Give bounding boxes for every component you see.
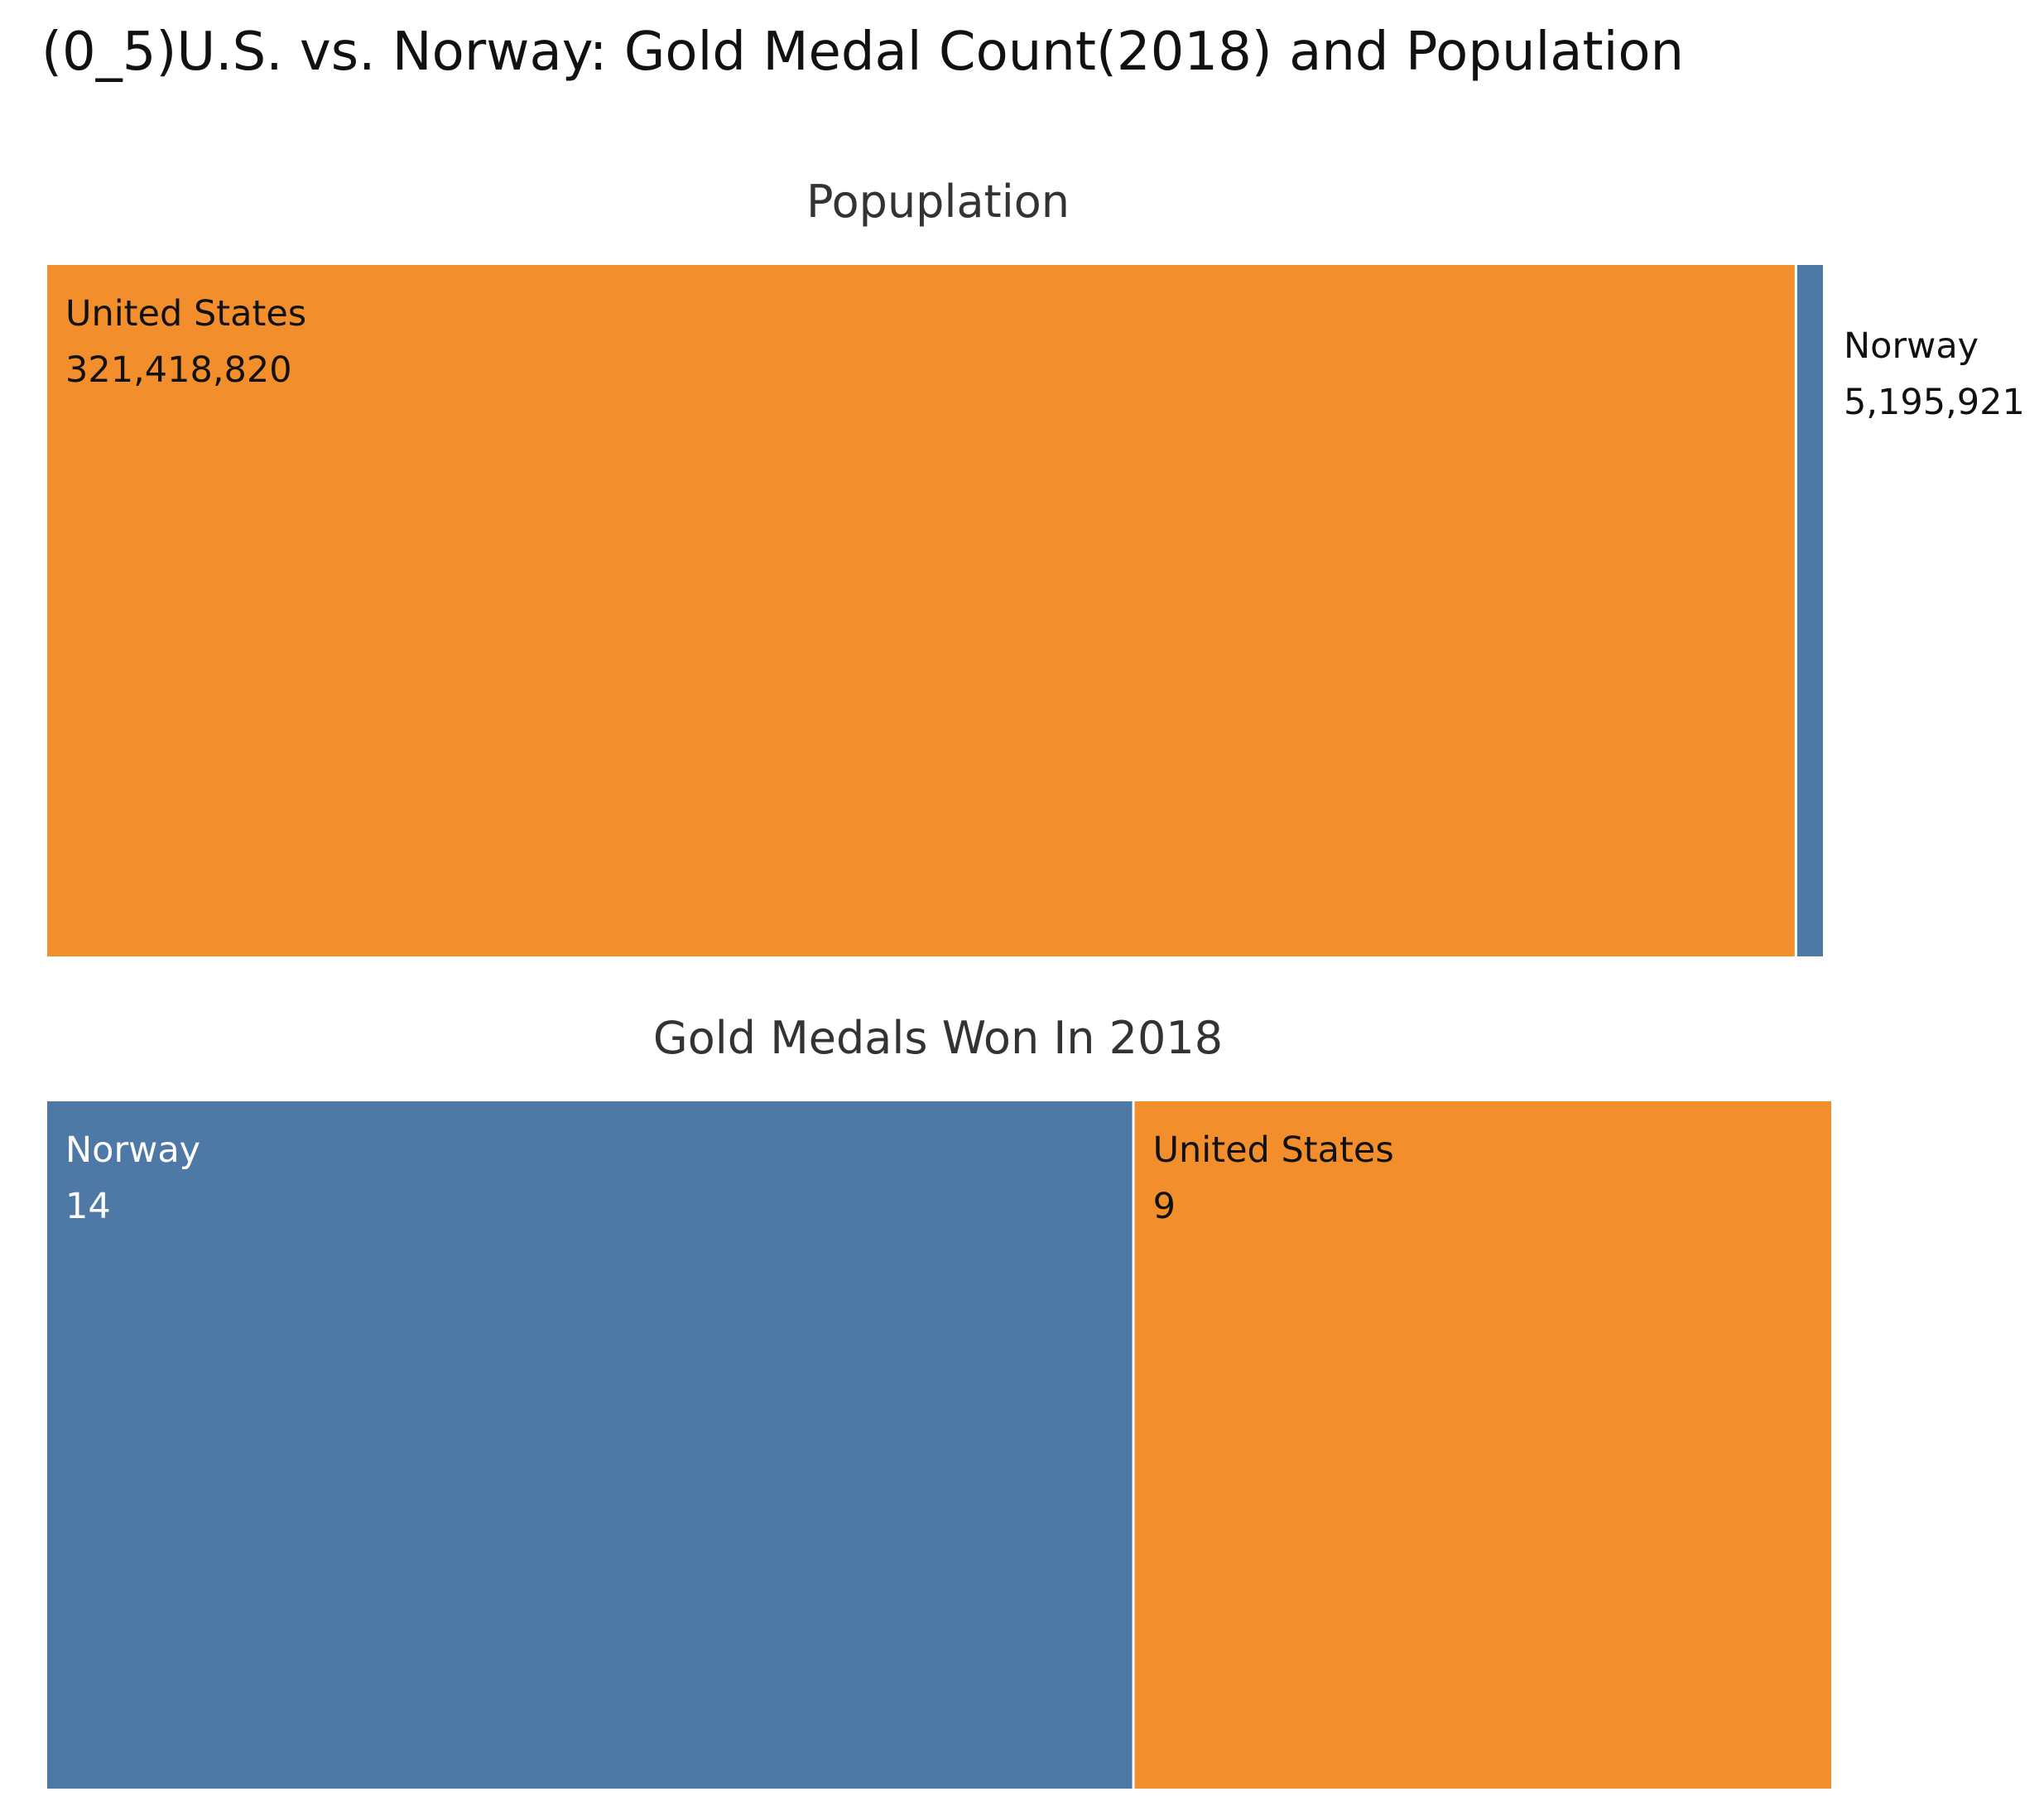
population-panel: Popuplation United States 321,418,820 Norw… — [47, 176, 2025, 956]
tile-label-united-states: United States — [65, 293, 306, 335]
tile-norway — [47, 1101, 1133, 1789]
tile-united-states — [47, 265, 1795, 956]
gold-medals-panel: Gold Medals Won In 2018 Norway 14 United S… — [47, 1012, 1831, 1789]
tile-value-norway: 5,195,921 — [1844, 382, 2025, 423]
tile-value-norway: 14 — [65, 1186, 111, 1227]
tile-value-united-states: 9 — [1153, 1186, 1176, 1227]
tile-norway — [1796, 265, 1823, 956]
tile-value-united-states: 321,418,820 — [65, 349, 292, 391]
tile-label-norway: Norway — [1844, 325, 1979, 367]
tile-united-states — [1134, 1101, 1831, 1789]
gold-medals-panel-title: Gold Medals Won In 2018 — [653, 1012, 1223, 1064]
tile-label-norway: Norway — [65, 1129, 200, 1171]
chart-title: (0_5)U.S. vs. Norway: Gold Medal Count(2… — [41, 22, 1685, 83]
tile-label-united-states: United States — [1153, 1129, 1394, 1171]
population-panel-title: Popuplation — [806, 176, 1070, 228]
